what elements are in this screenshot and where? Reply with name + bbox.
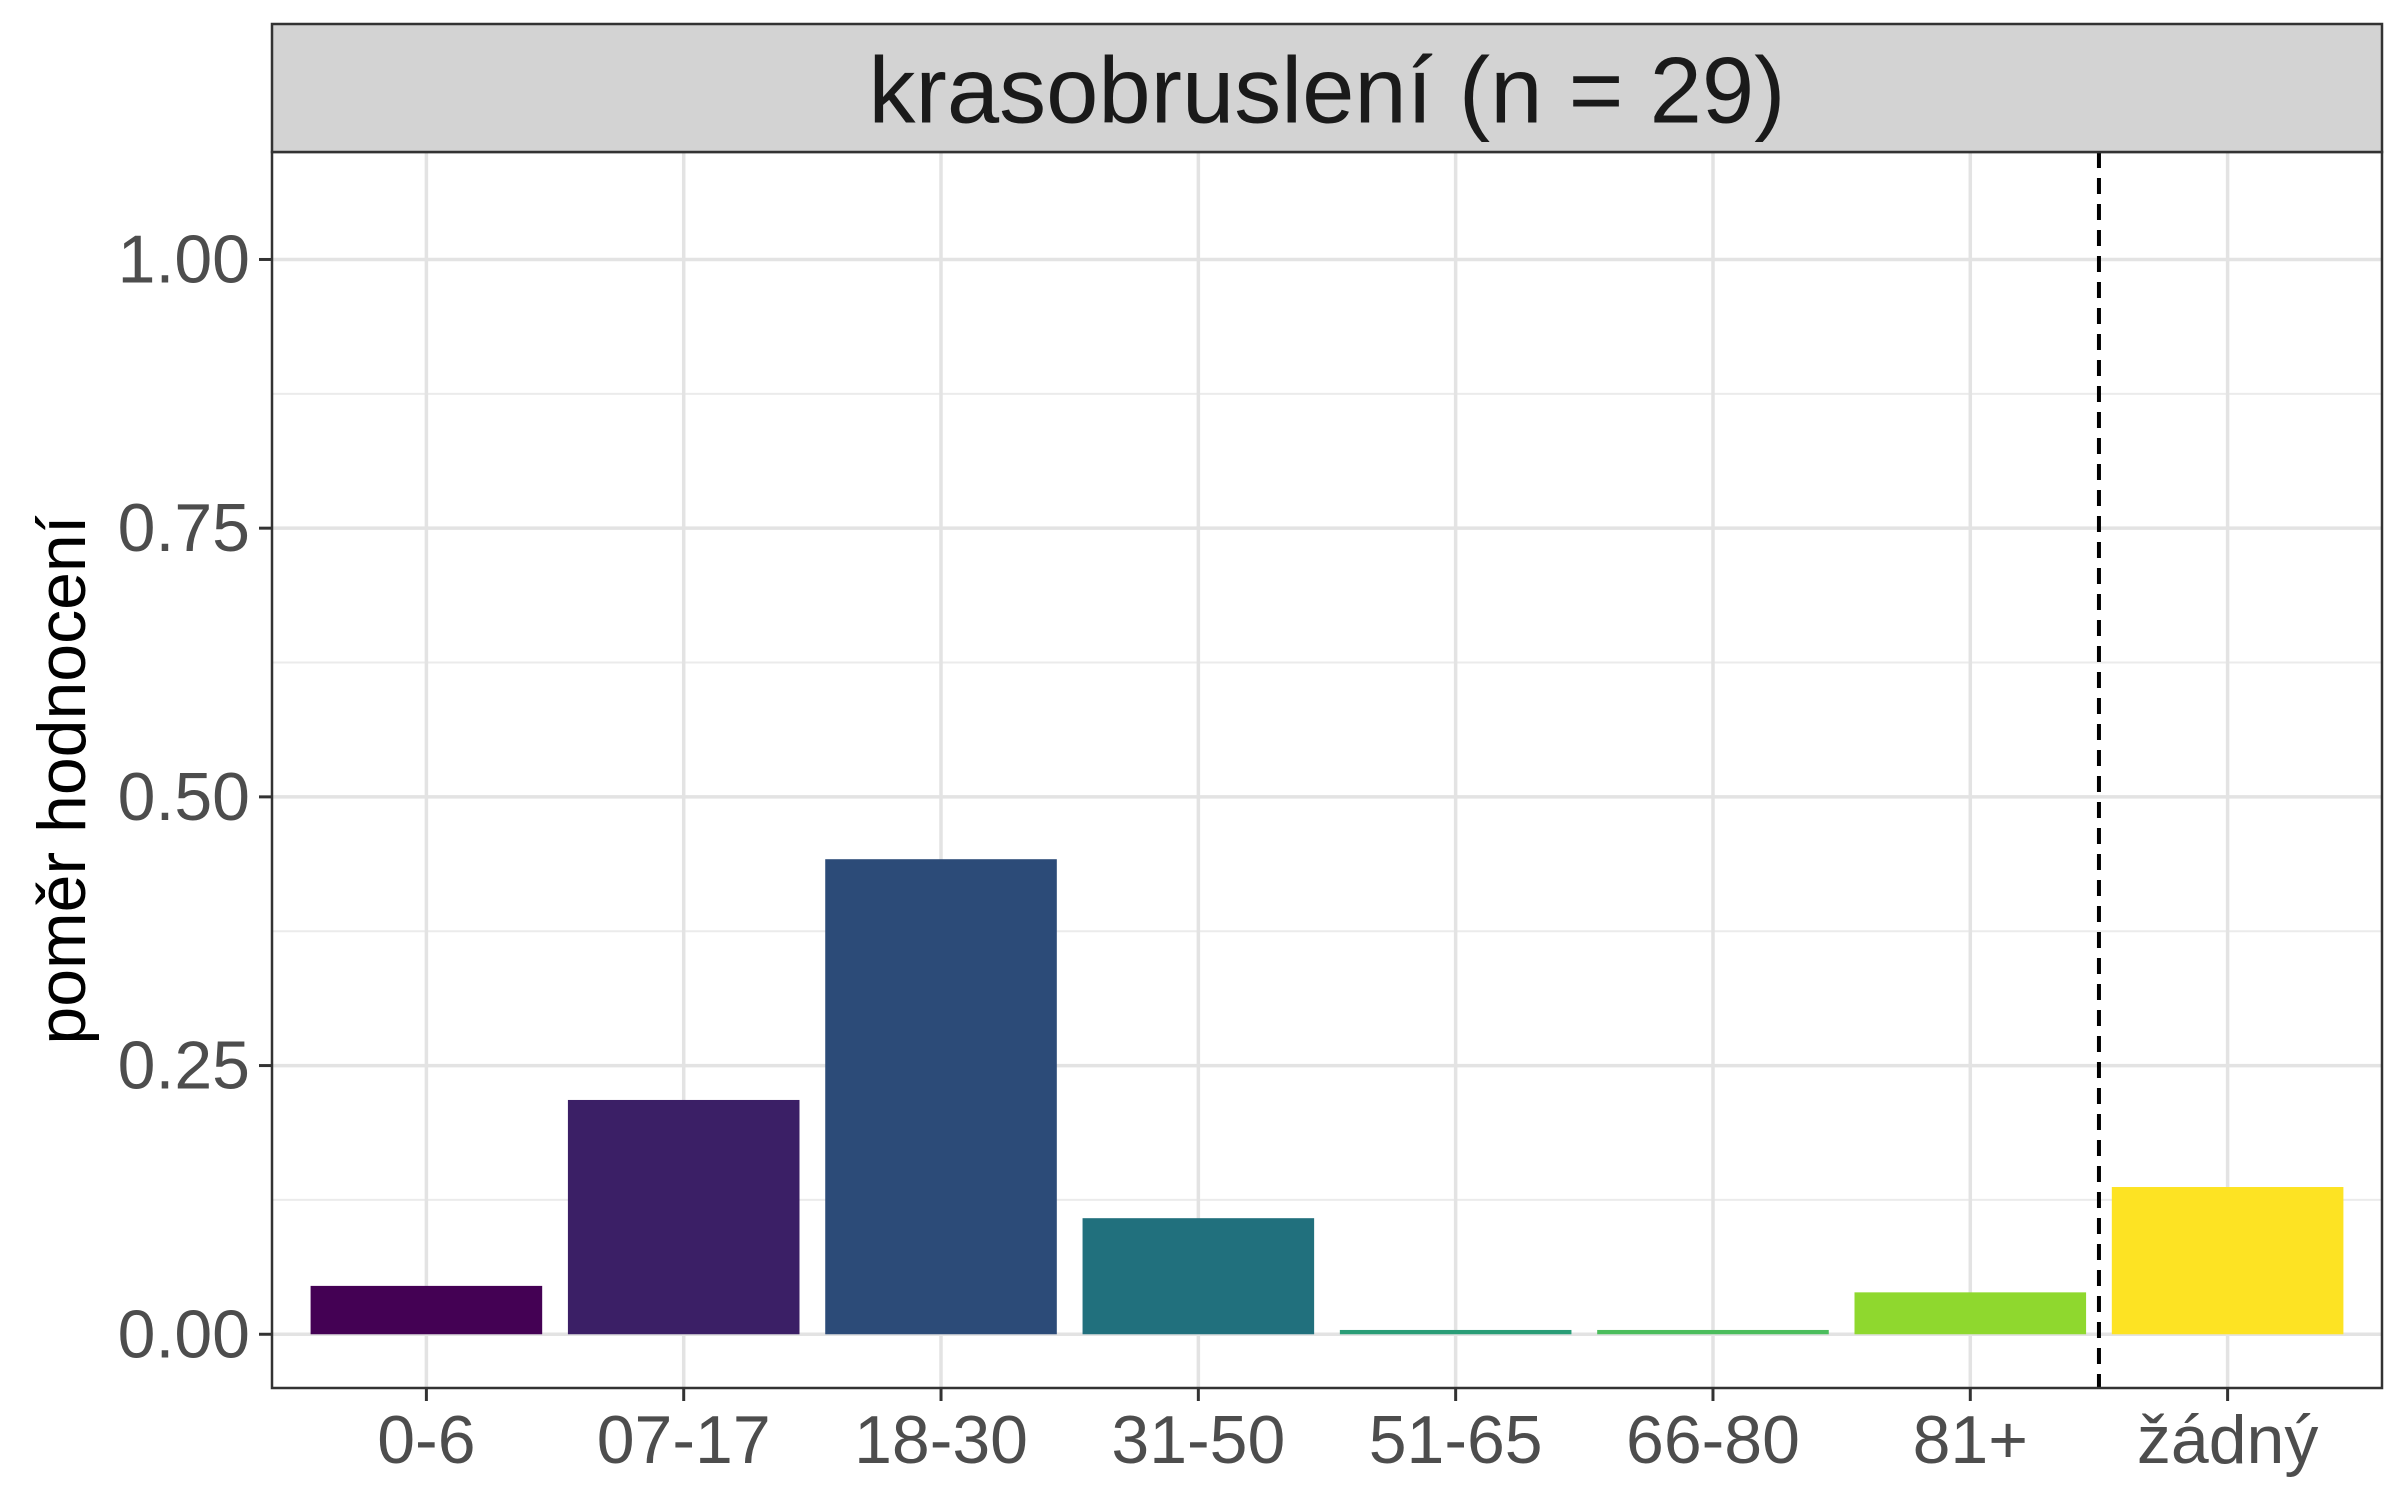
chart-title: krasobruslení (n = 29)	[869, 38, 1786, 143]
y-tick-label: 0.75	[118, 490, 250, 566]
y-axis-title: poměr hodnocení	[24, 515, 100, 1044]
grid-lines	[272, 152, 2382, 1388]
bar-07-17	[567, 1099, 800, 1335]
bar-51-65	[1339, 1329, 1572, 1335]
x-tick-label: 07-17	[597, 1402, 771, 1478]
bar-0-6	[310, 1285, 543, 1335]
bar-66-80	[1597, 1329, 1829, 1335]
facet-strip-background	[270, 22, 2384, 154]
x-tick-label: 81+	[1913, 1402, 2028, 1478]
x-tick-label: žádný	[2137, 1402, 2318, 1478]
bar-31-50	[1082, 1218, 1315, 1335]
y-tick-label: 0.00	[118, 1296, 250, 1372]
y-tick-label: 0.25	[118, 1028, 250, 1104]
x-tick-label: 31-50	[1111, 1402, 1285, 1478]
facet-strip: krasobruslení (n = 29)	[270, 22, 2384, 154]
x-tick-label: 18-30	[854, 1402, 1028, 1478]
x-tick-label: 51-65	[1369, 1402, 1543, 1478]
x-tick-label: 0-6	[377, 1402, 475, 1478]
y-tick-label: 1.00	[118, 221, 250, 297]
x-tick-label: 66-80	[1626, 1402, 1800, 1478]
x-axis-ticks: 0-6 07-17 18-30 31-50 51-65 66-80 81+ žádný	[377, 1388, 2318, 1478]
bar-žádný	[2111, 1187, 2344, 1335]
y-axis-ticks: 0.00 0.25 0.50 0.75 1.00	[118, 221, 272, 1372]
bars	[310, 859, 2344, 1335]
bar-18-30	[825, 859, 1057, 1335]
bar-81+	[1854, 1292, 2087, 1335]
y-tick-label: 0.50	[118, 759, 250, 835]
